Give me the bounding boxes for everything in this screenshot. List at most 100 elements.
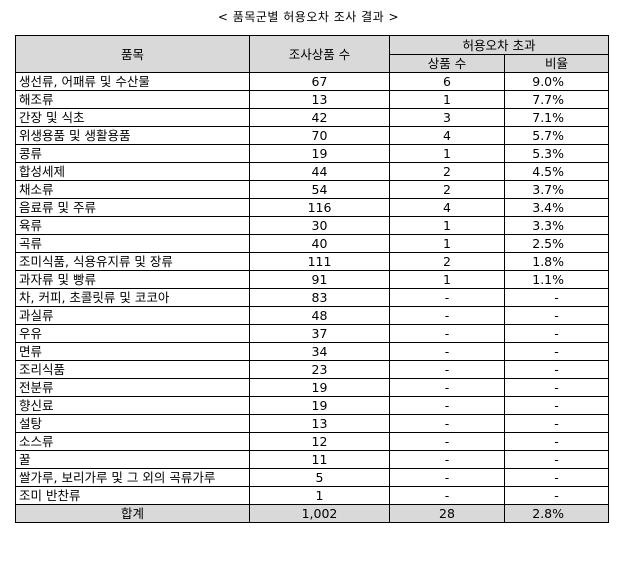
row-surveyed: 19 <box>249 378 390 397</box>
row-surveyed: 40 <box>249 234 390 253</box>
table-row: 곡류 40 1 2.5% <box>15 234 610 253</box>
results-table: 품목 조사상품 수 허용오차 초과 상품 수 비율 생선류, 어패류 및 수산물… <box>15 35 610 523</box>
table-row: 위생용품 및 생활용품 70 4 5.7% <box>15 126 610 145</box>
row-item: 곡류 <box>15 234 250 253</box>
row-item: 꿀 <box>15 450 250 469</box>
row-item: 해조류 <box>15 90 250 109</box>
row-ratio: - <box>503 468 610 487</box>
row-item: 간장 및 식초 <box>15 108 250 127</box>
header-exceed-group: 허용오차 초과 <box>388 35 610 55</box>
table-row: 간장 및 식초 42 3 7.1% <box>15 108 610 127</box>
row-ratio: 2.5% <box>503 234 610 253</box>
row-surveyed: 12 <box>249 432 390 451</box>
row-surveyed: 54 <box>249 180 390 199</box>
header-surveyed: 조사상품 수 <box>249 35 390 73</box>
row-surveyed: 1 <box>249 486 390 505</box>
table-row: 우유 37- - <box>15 324 610 343</box>
table-row: 전분류 19- - <box>15 378 610 397</box>
row-exceed-count: 1 <box>389 144 505 163</box>
row-exceed-count: - <box>389 450 505 469</box>
table-row: 채소류 54 2 3.7% <box>15 180 610 199</box>
total-label: 합계 <box>15 504 250 523</box>
table-row: 합성세제 44 2 4.5% <box>15 162 610 181</box>
row-exceed-count: 6 <box>389 72 505 91</box>
row-exceed-count: 1 <box>389 216 505 235</box>
row-surveyed: 13 <box>249 90 390 109</box>
row-surveyed: 70 <box>249 126 390 145</box>
table-row: 조미 반찬류 1- - <box>15 486 610 505</box>
row-ratio: 1.1% <box>503 270 610 289</box>
row-exceed-count: 4 <box>389 126 505 145</box>
row-exceed-count: - <box>389 360 505 379</box>
row-ratio: 7.1% <box>503 108 610 127</box>
total-ratio: 2.8% <box>503 504 610 523</box>
row-item: 생선류, 어패류 및 수산물 <box>15 72 250 91</box>
table-row: 꿀 11- - <box>15 450 610 469</box>
row-exceed-count: - <box>389 414 505 433</box>
table-row: 해조류 13 1 7.7% <box>15 90 610 109</box>
row-exceed-count: - <box>389 432 505 451</box>
row-exceed-count: 2 <box>389 180 505 199</box>
row-surveyed: 13 <box>249 414 390 433</box>
row-exceed-count: - <box>389 306 505 325</box>
row-exceed-count: - <box>389 378 505 397</box>
row-item: 쌀가루, 보리가루 및 그 외의 곡류가루 <box>15 468 250 487</box>
row-item: 조리식품 <box>15 360 250 379</box>
row-ratio: 1.8% <box>503 252 610 271</box>
row-surveyed: 48 <box>249 306 390 325</box>
row-item: 육류 <box>15 216 250 235</box>
row-item: 소스류 <box>15 432 250 451</box>
row-item: 조미 반찬류 <box>15 486 250 505</box>
row-ratio: - <box>503 342 610 361</box>
table-row: 과실류 48- - <box>15 306 610 325</box>
row-ratio: - <box>503 486 610 505</box>
row-item: 조미식품, 식용유지류 및 장류 <box>15 252 250 271</box>
row-ratio: 3.7% <box>503 180 610 199</box>
row-surveyed: 83 <box>249 288 390 307</box>
table-row: 조리식품 23- - <box>15 360 610 379</box>
page-title: < 품목군별 허용오차 조사 결과 > <box>217 10 400 24</box>
total-exceed: 28 <box>389 504 505 523</box>
row-item: 위생용품 및 생활용품 <box>15 126 250 145</box>
row-ratio: 5.7% <box>503 126 610 145</box>
row-item: 합성세제 <box>15 162 250 181</box>
table-row: 생선류, 어패류 및 수산물 67 6 9.0% <box>15 72 610 91</box>
row-ratio: 7.7% <box>503 90 610 109</box>
row-ratio: - <box>503 396 610 415</box>
row-surveyed: 37 <box>249 324 390 343</box>
row-exceed-count: 3 <box>389 108 505 127</box>
table-row: 소스류 12- - <box>15 432 610 451</box>
row-surveyed: 5 <box>249 468 390 487</box>
table-row: 차, 커피, 초콜릿류 및 코코아 83- - <box>15 288 610 307</box>
row-exceed-count: 1 <box>389 234 505 253</box>
row-ratio: 5.3% <box>503 144 610 163</box>
row-surveyed: 19 <box>249 396 390 415</box>
row-exceed-count: - <box>389 468 505 487</box>
row-item: 채소류 <box>15 180 250 199</box>
table-row: 설탕 13- - <box>15 414 610 433</box>
row-item: 향신료 <box>15 396 250 415</box>
table-row: 과자류 및 빵류 91 1 1.1% <box>15 270 610 289</box>
row-exceed-count: 2 <box>389 252 505 271</box>
row-surveyed: 116 <box>249 198 390 217</box>
row-exceed-count: - <box>389 342 505 361</box>
row-item: 면류 <box>15 342 250 361</box>
row-surveyed: 11 <box>249 450 390 469</box>
row-ratio: - <box>503 432 610 451</box>
row-exceed-count: 2 <box>389 162 505 181</box>
row-exceed-count: - <box>389 324 505 343</box>
row-item: 음료류 및 주류 <box>15 198 250 217</box>
total-row: 합계 1,002 28 2.8% <box>15 504 610 523</box>
header-item: 품목 <box>15 35 250 73</box>
table-row: 콩류 19 1 5.3% <box>15 144 610 163</box>
row-ratio: - <box>503 288 610 307</box>
table-row: 육류 30 1 3.3% <box>15 216 610 235</box>
row-item: 콩류 <box>15 144 250 163</box>
row-item: 전분류 <box>15 378 250 397</box>
row-surveyed: 91 <box>249 270 390 289</box>
row-ratio: 9.0% <box>503 72 610 91</box>
row-exceed-count: 1 <box>389 270 505 289</box>
row-item: 설탕 <box>15 414 250 433</box>
row-item: 과실류 <box>15 306 250 325</box>
row-ratio: - <box>503 360 610 379</box>
